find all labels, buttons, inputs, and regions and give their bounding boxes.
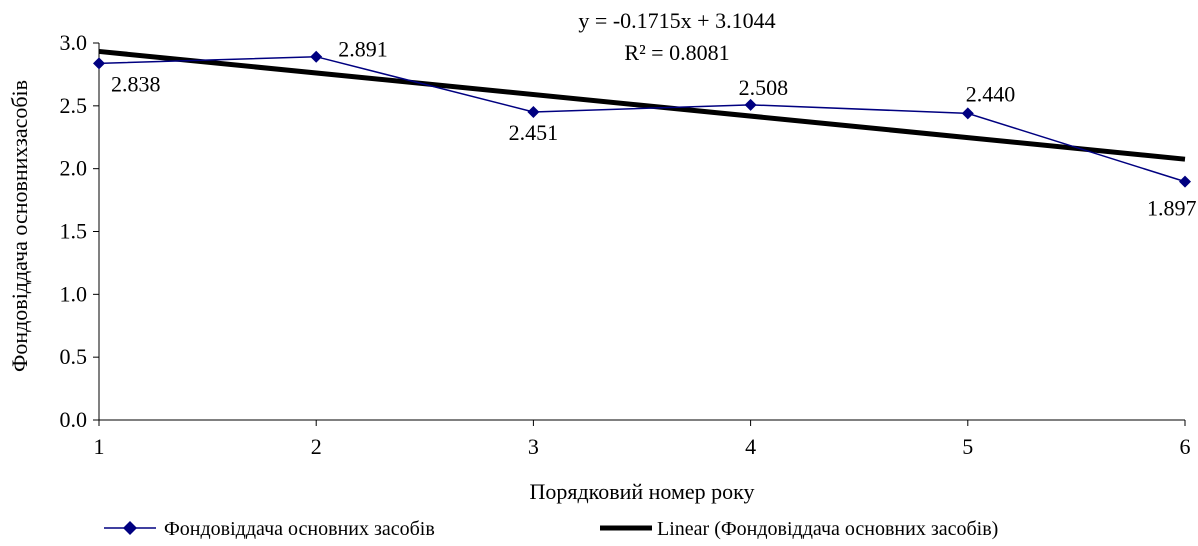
legend-series-marker — [123, 521, 137, 535]
data-label: 1.897 — [1147, 196, 1197, 221]
x-ticks: 1 2 3 4 5 6 — [94, 420, 1191, 459]
y-ticks: 0.0 0.5 1.0 1.5 2.0 2.5 3.0 — [60, 30, 99, 432]
data-label: 2.838 — [111, 71, 161, 96]
y-tick-label: 3.0 — [60, 30, 88, 55]
series-point — [744, 98, 757, 111]
data-label: 2.451 — [509, 120, 559, 145]
trendline-r-squared: R² = 0.8081 — [624, 40, 729, 65]
y-axis-label: Фондовіддача основнихзасобів — [7, 80, 32, 372]
x-tick-label: 5 — [962, 434, 973, 459]
x-tick-label: 2 — [311, 434, 322, 459]
series-line — [98, 55, 1186, 183]
data-label: 2.440 — [966, 81, 1016, 106]
trendline-equation: y = -0.1715x + 3.1044 — [578, 8, 775, 33]
y-tick-label: 2.0 — [60, 156, 88, 181]
legend-series-label: Фондовіддача основних засобів — [164, 518, 435, 540]
data-label: 2.508 — [739, 75, 789, 100]
data-labels: 2.838 2.891 2.451 2.508 2.440 1.897 — [111, 37, 1197, 221]
series-markers — [93, 50, 1191, 188]
y-tick-label: 0.0 — [60, 407, 88, 432]
series-point — [527, 105, 540, 118]
x-tick-label: 4 — [745, 434, 756, 459]
series-point — [961, 107, 974, 120]
x-tick-label: 6 — [1180, 434, 1191, 459]
y-tick-label: 2.5 — [60, 93, 88, 118]
series-point — [93, 57, 105, 70]
y-tick-label: 0.5 — [60, 344, 88, 369]
y-tick-label: 1.5 — [60, 219, 88, 244]
x-tick-label: 1 — [94, 434, 105, 459]
series-point — [1179, 175, 1191, 188]
y-tick-label: 1.0 — [60, 281, 88, 306]
series-point — [310, 50, 323, 63]
data-label: 2.891 — [338, 37, 388, 62]
x-axis-label: Порядковий номер року — [529, 479, 754, 504]
x-tick-label: 3 — [528, 434, 539, 459]
trendline — [98, 48, 1186, 162]
legend: Фондовіддача основних засобів Linear (Фо… — [104, 518, 998, 540]
legend-trendline-label: Linear (Фондовіддача основних засобів) — [657, 518, 998, 540]
